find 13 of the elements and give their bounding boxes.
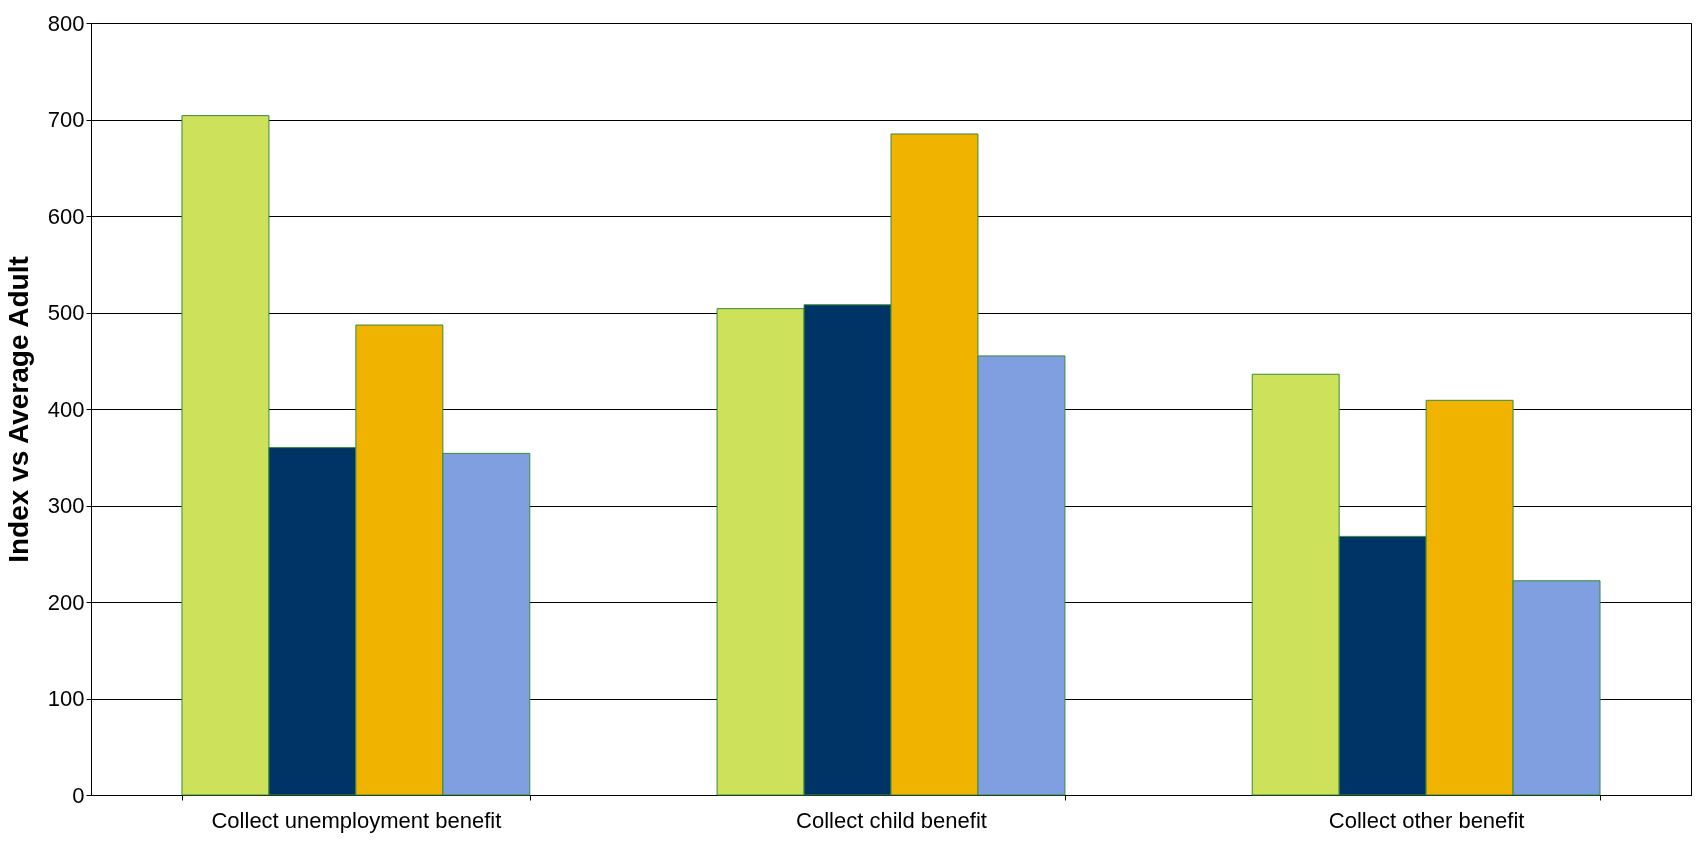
y-axis-title: Index vs Average Adult	[2, 256, 34, 563]
y-tick-label: 800	[47, 10, 85, 36]
y-tick-label: 200	[47, 589, 85, 615]
y-tick-label: 300	[47, 493, 85, 518]
x-tick-label: Collect child benefit	[796, 807, 987, 833]
y-tick-label: 100	[47, 686, 85, 711]
y-tick-label: 600	[47, 203, 85, 229]
y-tick-label: 400	[47, 396, 85, 422]
x-tick-label: Collect unemployment benefit	[211, 807, 502, 833]
y-tick-label: 0	[72, 782, 85, 808]
y-tick-label: 700	[47, 107, 85, 132]
x-tick-label: Collect other benefit	[1328, 807, 1525, 833]
y-tick-label: 500	[47, 300, 85, 325]
